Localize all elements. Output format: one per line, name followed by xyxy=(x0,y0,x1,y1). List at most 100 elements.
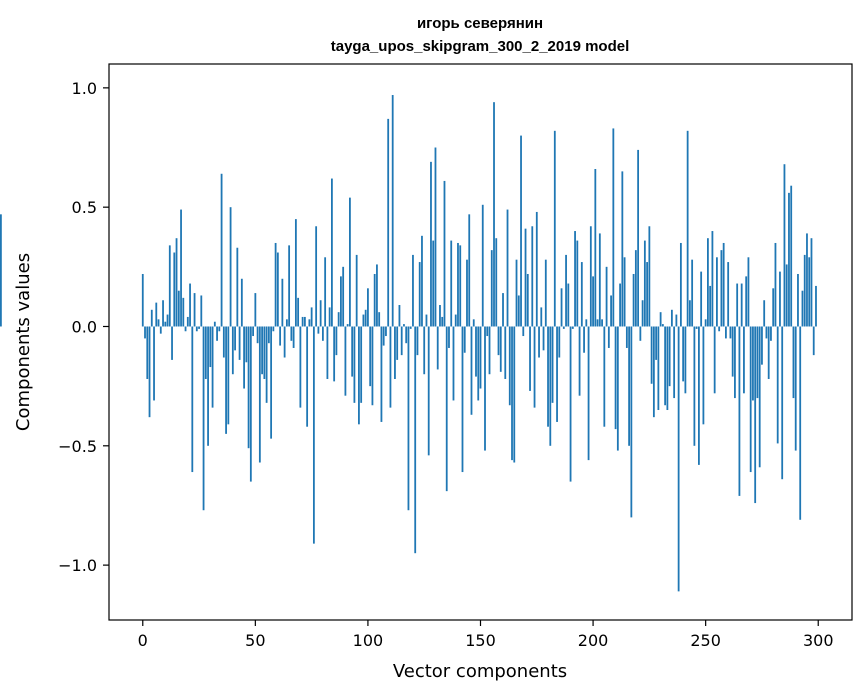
bar-207 xyxy=(607,326,610,348)
bar-220 xyxy=(637,149,640,327)
bar-225 xyxy=(648,226,651,327)
bar-298 xyxy=(812,326,815,356)
bar-31 xyxy=(211,326,214,408)
bar-155 xyxy=(490,250,493,327)
bar-146 xyxy=(470,326,473,415)
bar-24 xyxy=(195,326,198,332)
bar-82 xyxy=(326,326,329,379)
bar-64 xyxy=(285,319,288,327)
bar-135 xyxy=(445,326,448,492)
bar-212 xyxy=(619,283,621,327)
bar-96 xyxy=(358,326,360,425)
bar-79 xyxy=(319,300,322,327)
bar-50 xyxy=(254,293,257,327)
bar-136 xyxy=(448,326,450,348)
bar-263 xyxy=(734,326,736,399)
bar-138 xyxy=(452,326,455,401)
bar-40 xyxy=(231,326,234,375)
bar-226 xyxy=(650,326,653,384)
bar-209 xyxy=(612,128,615,327)
bar-13 xyxy=(171,326,173,360)
bar-197 xyxy=(585,319,588,327)
bar-154 xyxy=(488,326,491,375)
bar-130 xyxy=(434,147,437,327)
bar-282 xyxy=(776,326,779,444)
bar-89 xyxy=(342,266,345,327)
bar-137 xyxy=(450,240,453,327)
bar-72 xyxy=(303,316,306,327)
bar-247 xyxy=(698,326,700,465)
bar-30 xyxy=(209,326,212,368)
bar-87 xyxy=(337,312,340,327)
bar-101 xyxy=(369,326,372,387)
bar-56 xyxy=(267,326,270,344)
bar-37 xyxy=(225,326,227,434)
bar-20 xyxy=(186,316,189,327)
bar-152 xyxy=(484,326,486,451)
bar-78 xyxy=(317,326,320,334)
y-tick-label-4: 1.0 xyxy=(72,79,97,98)
bar-250 xyxy=(704,319,707,327)
bar-151 xyxy=(481,204,484,327)
bar-243 xyxy=(688,300,691,327)
bar-295 xyxy=(806,233,808,327)
bar-292 xyxy=(799,326,802,520)
bar-239 xyxy=(679,242,682,327)
y-axis-label: Components values xyxy=(13,253,34,431)
bar-8 xyxy=(159,326,162,334)
bar-77 xyxy=(315,226,318,327)
bar-9 xyxy=(162,300,164,327)
bar-119 xyxy=(409,326,412,329)
bar-266 xyxy=(740,283,743,327)
bar-111 xyxy=(391,95,394,327)
bar-48 xyxy=(249,326,252,482)
bar-45 xyxy=(243,326,245,389)
bar-194 xyxy=(578,326,581,396)
bar-21 xyxy=(189,283,191,327)
bar-168 xyxy=(520,135,522,327)
bar-232 xyxy=(664,326,667,406)
bar-264 xyxy=(736,283,739,327)
x-tick-label-100: 100 xyxy=(353,631,384,650)
bar-187 xyxy=(562,326,565,329)
y-tick-label-2: 0.0 xyxy=(72,317,97,336)
bar-192 xyxy=(574,231,576,327)
bar-227 xyxy=(652,326,655,418)
bar-294 xyxy=(803,254,806,327)
bar-272 xyxy=(754,326,757,504)
bar-271 xyxy=(752,326,754,401)
bar-1 xyxy=(144,326,146,339)
bar-106 xyxy=(380,326,383,422)
bar-52 xyxy=(258,326,261,463)
bar-169 xyxy=(522,326,525,337)
bar-66 xyxy=(290,326,293,341)
bar-49 xyxy=(252,326,254,337)
bar-53 xyxy=(261,326,263,375)
bar-116 xyxy=(403,324,405,327)
x-axis: 0 50 100 150 200 250 300 xyxy=(138,620,834,650)
bar-61 xyxy=(279,326,282,346)
bar-223 xyxy=(643,240,646,327)
bar-224 xyxy=(646,262,649,327)
y-tick-label-3: 0.5 xyxy=(72,198,97,217)
bar-11 xyxy=(166,314,169,327)
bar-26 xyxy=(200,295,203,327)
bar-279 xyxy=(770,326,772,341)
bar-133 xyxy=(441,316,444,327)
bar-86 xyxy=(335,326,338,356)
bar-164 xyxy=(511,326,513,461)
bar-200 xyxy=(592,276,594,327)
bar-120 xyxy=(412,254,414,327)
bar-158 xyxy=(497,326,500,356)
bar-91 xyxy=(346,324,349,327)
bar-201 xyxy=(594,169,597,327)
bar-191 xyxy=(571,326,574,329)
bar-147 xyxy=(472,319,475,327)
bar-102 xyxy=(371,326,374,406)
bar-251 xyxy=(707,238,709,327)
bar-184 xyxy=(556,326,558,422)
bar-173 xyxy=(531,226,534,327)
bar-178 xyxy=(542,326,545,351)
bar-62 xyxy=(281,278,284,327)
